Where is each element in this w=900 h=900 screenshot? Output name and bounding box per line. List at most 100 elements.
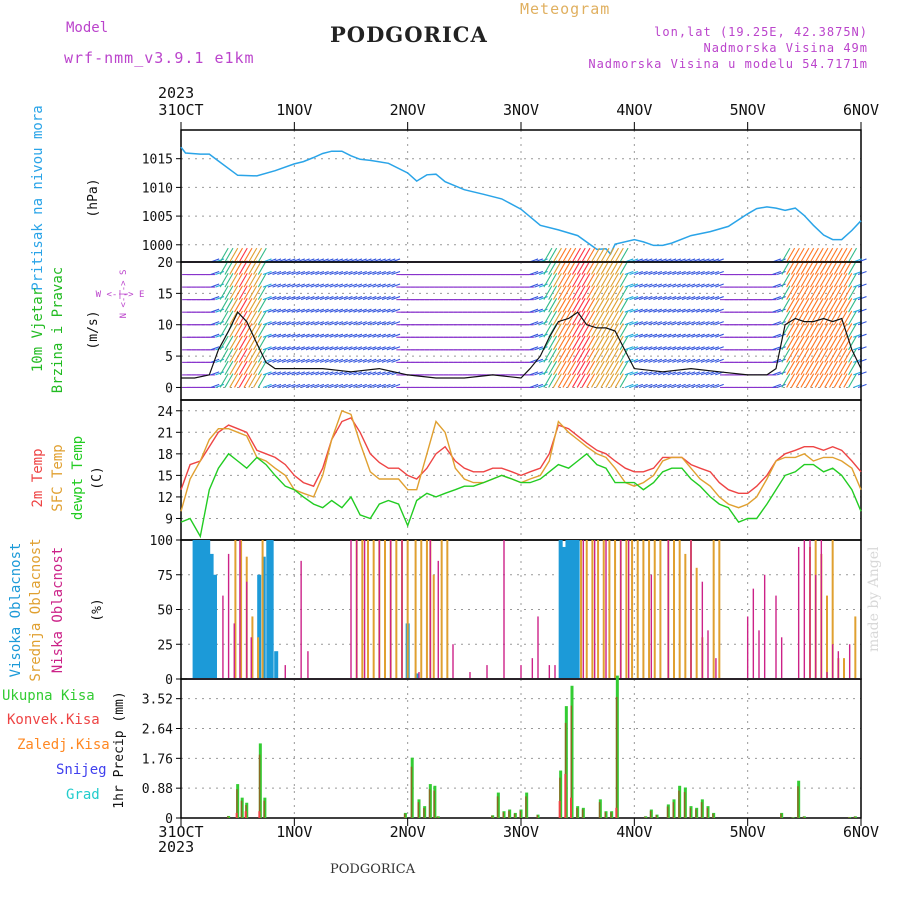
wind-barb	[624, 383, 634, 388]
wind-barb	[800, 247, 810, 263]
wind-barb	[224, 373, 234, 388]
wind-barb	[833, 260, 843, 275]
precip-frz-bar	[610, 812, 612, 818]
top-year-label: 2023	[158, 84, 195, 102]
wind-barb	[648, 383, 658, 388]
wind-barb	[805, 285, 815, 300]
wind-barb	[710, 333, 720, 338]
wind-barb	[238, 360, 248, 376]
wind-barb	[696, 270, 705, 276]
wind-barb	[819, 272, 829, 288]
wind-barb	[358, 346, 367, 351]
wind-barb	[814, 335, 824, 351]
wind-barb	[653, 383, 663, 388]
wind-barb	[562, 247, 572, 263]
wind-barb	[833, 247, 843, 263]
y-tick-label: 1.76	[142, 752, 173, 767]
precip-frz-bar	[695, 809, 697, 818]
wind-barb	[638, 308, 648, 313]
wind-barb	[857, 270, 867, 276]
x-tick-label-top: 6NOV	[843, 101, 879, 119]
wind-barb	[591, 260, 600, 275]
y-tick-label: 25	[157, 638, 173, 653]
wind-barb	[643, 270, 653, 276]
wind-barb	[296, 358, 306, 363]
cloud-mid-bar	[712, 540, 715, 678]
wind-barb	[586, 247, 596, 263]
cloud-low-bar	[418, 672, 420, 678]
wind-barb	[591, 285, 600, 300]
wind-barb	[676, 371, 686, 376]
wind-barb	[795, 335, 805, 351]
precip-frz-bar	[780, 813, 782, 818]
wind-barb	[772, 296, 782, 301]
wind-barb	[310, 283, 320, 288]
wind-barb	[243, 348, 253, 363]
wind-barb	[838, 285, 848, 300]
wind-barb	[286, 358, 296, 363]
wind-barb	[624, 308, 634, 313]
cloud-low-bar	[239, 540, 241, 678]
precip-conv-bar	[244, 811, 247, 818]
wind-barb	[391, 321, 401, 326]
wind-barb	[781, 285, 791, 300]
wind-barb	[710, 308, 720, 313]
cloud-low-bar	[437, 560, 439, 678]
wind-barb	[248, 272, 258, 288]
wind-barb	[657, 358, 667, 363]
wind-barb	[814, 247, 824, 263]
wind-barb	[362, 308, 372, 313]
cloud-high-bar	[261, 556, 266, 678]
wind-barb	[253, 298, 263, 313]
wind-barb	[705, 358, 715, 363]
wind-barb	[358, 308, 367, 313]
wind-barb	[529, 321, 539, 326]
precip-frz-bar	[649, 810, 652, 818]
wind-barb	[552, 310, 562, 326]
wind-barb	[358, 283, 367, 288]
wind-barb	[348, 283, 358, 288]
wind-barb	[257, 310, 267, 326]
wind-barb	[324, 308, 334, 313]
wind-barb	[805, 272, 815, 288]
wind-barb	[657, 321, 667, 326]
wind-barb	[809, 373, 819, 388]
wind-barb	[681, 346, 691, 351]
wind-barb	[576, 373, 586, 388]
wind-barb	[614, 348, 624, 363]
wind-barb	[305, 308, 315, 313]
wind-barb	[857, 371, 867, 376]
wind-barb	[772, 346, 782, 351]
x-tick-label-bottom: 5NOV	[730, 823, 766, 841]
wind-barb	[291, 383, 301, 388]
wind-barb	[334, 296, 344, 301]
wind-barb	[838, 373, 848, 388]
wind-barb	[353, 346, 363, 351]
wind-panel: 0 5 10 15 20 10m Vjetar Brzina i Pravac (m/s…	[30, 247, 867, 401]
y-tick-label: 9	[165, 512, 173, 527]
wind-barb	[319, 346, 329, 351]
wind-barb	[386, 358, 396, 363]
x-axis-bottom: 31OCT 1NOV 2NOV 3NOV 4NOV 5NOV 6NOV	[158, 818, 879, 841]
wind-barb	[790, 323, 800, 338]
wind-barb	[300, 296, 310, 301]
wind-barb	[629, 346, 639, 351]
wind-barb	[696, 383, 705, 388]
precip-conv-bar	[570, 797, 572, 818]
wind-barb	[809, 285, 819, 300]
wind-barb	[300, 333, 310, 338]
wind-barb	[653, 270, 663, 276]
wind-barb	[238, 335, 248, 351]
wind-barb	[315, 358, 325, 363]
y-tick-label: 0	[165, 812, 173, 827]
y-tick-label: 0	[165, 673, 173, 688]
wind-barb	[248, 373, 258, 388]
wind-barb	[686, 308, 696, 313]
cloud-high-bar	[199, 540, 204, 678]
wind-barb	[386, 296, 396, 301]
wind-barb	[362, 283, 372, 288]
wind-barb	[819, 260, 829, 275]
cloud-mid-bar	[636, 540, 639, 678]
cloud-low-bar	[593, 540, 596, 678]
